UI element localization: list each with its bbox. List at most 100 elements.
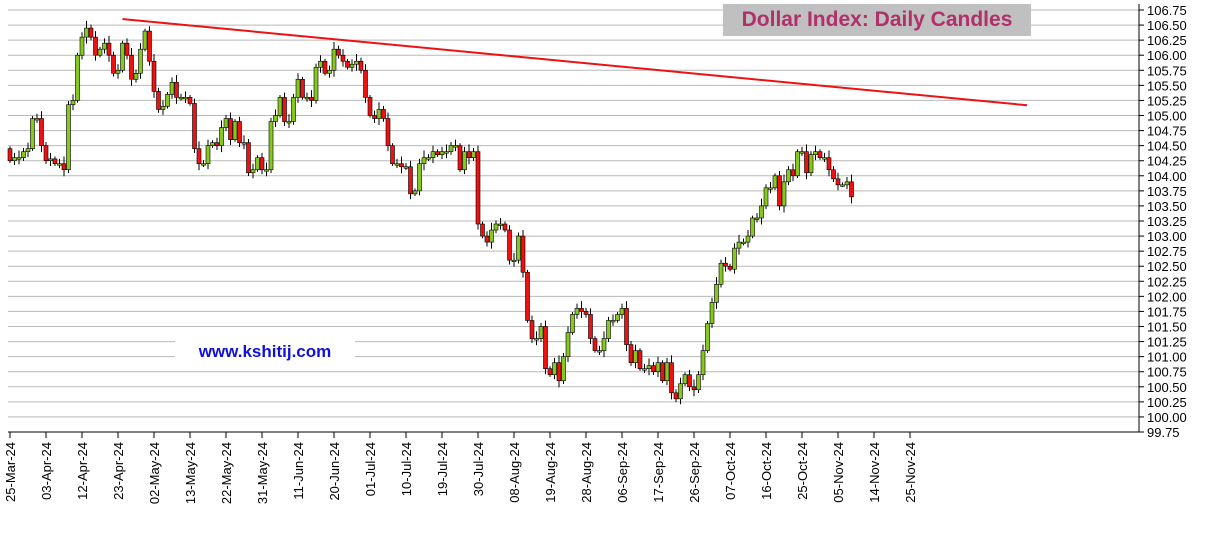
candle — [111, 51, 116, 77]
candle-body-up — [741, 241, 746, 244]
candles-layer — [7, 20, 854, 405]
y-tick-label: 105.00 — [1147, 109, 1187, 124]
candle — [759, 198, 764, 225]
candle-body-up — [511, 259, 517, 262]
candle-body-down — [372, 115, 377, 119]
candle — [817, 149, 823, 160]
candle-body-down — [106, 42, 112, 56]
candle-body-up — [142, 30, 148, 50]
candle — [174, 75, 179, 104]
candle-body-up — [102, 42, 107, 50]
candle — [223, 114, 229, 131]
y-tick-label: 101.50 — [1147, 320, 1187, 335]
candle-body-down — [228, 118, 233, 140]
candle — [345, 58, 350, 70]
candle — [822, 152, 827, 163]
candle-body-up — [34, 118, 40, 121]
candle-body-up — [219, 127, 224, 146]
x-tick-label: 08-Aug-24 — [507, 442, 522, 503]
candle-body-down — [381, 109, 386, 119]
candle — [210, 140, 215, 148]
candle-body-up — [781, 181, 787, 207]
candle-body-down — [502, 223, 508, 231]
candle — [412, 188, 418, 197]
candle — [430, 145, 436, 164]
candle — [241, 135, 247, 150]
chart-title-box: Dollar Index: Daily Candles — [723, 4, 1031, 36]
candle-body-up — [57, 163, 62, 166]
candle-body-up — [610, 320, 616, 323]
candle-body-down — [408, 166, 413, 195]
candle — [777, 170, 782, 211]
candle-body-up — [565, 332, 571, 357]
candle — [30, 116, 35, 151]
candle — [768, 181, 773, 194]
candle — [579, 301, 584, 318]
candle-body-down — [831, 169, 836, 180]
y-tick-label: 105.25 — [1147, 93, 1187, 108]
candle — [633, 344, 638, 369]
candle-body-up — [759, 205, 764, 219]
y-tick-label: 106.00 — [1147, 48, 1187, 63]
candle-body-down — [547, 368, 553, 376]
candle — [354, 54, 359, 71]
candle-body-up — [273, 115, 278, 122]
x-tick-label: 06-Sep-24 — [615, 442, 630, 503]
x-tick-label: 19-Jul-24 — [435, 442, 450, 496]
candle-body-up — [250, 169, 256, 174]
x-tick-label: 30-Jul-24 — [471, 442, 486, 496]
x-tick-label: 25-Oct-24 — [795, 442, 810, 500]
candle-body-up — [318, 60, 323, 68]
x-tick-label: 14-Nov-24 — [867, 442, 882, 503]
candle-body-up — [700, 350, 706, 376]
candle-body-down — [156, 91, 161, 110]
candle-body-down — [147, 30, 152, 62]
x-tick-label: 17-Sep-24 — [651, 442, 666, 503]
candle-body-up — [349, 63, 355, 68]
candle — [133, 69, 139, 83]
candle — [480, 221, 485, 239]
candle-body-up — [561, 356, 566, 382]
candle-body-up — [642, 368, 647, 371]
candle-body-down — [727, 265, 733, 270]
candle-body-up — [291, 97, 296, 122]
candle — [507, 225, 512, 265]
candle — [250, 163, 256, 179]
candle-body-up — [421, 157, 427, 165]
candle — [664, 357, 670, 386]
x-tick-label: 31-May-24 — [255, 442, 270, 504]
candle — [214, 137, 220, 150]
trendline-layer — [122, 18, 1028, 107]
candle — [426, 154, 431, 161]
candle-body-down — [39, 118, 44, 146]
candle — [358, 57, 364, 74]
candle-body-up — [664, 362, 670, 382]
axes — [8, 4, 1140, 433]
candle-body-down — [835, 178, 841, 186]
y-tick-label: 100.00 — [1147, 410, 1187, 425]
candle-body-down — [309, 97, 314, 101]
candle — [601, 331, 607, 358]
candle — [313, 63, 319, 104]
candle-body-down — [651, 365, 656, 373]
candle-body-down — [588, 314, 593, 339]
candle — [318, 55, 323, 73]
candle — [808, 151, 814, 177]
candle-body-down — [790, 169, 796, 177]
candle-body-down — [124, 42, 130, 56]
candle — [628, 340, 634, 366]
y-tick-label: 104.25 — [1147, 154, 1187, 169]
candle-body-up — [439, 151, 445, 155]
x-tick-label: 16-Oct-24 — [759, 442, 774, 500]
candle — [160, 100, 166, 115]
candle — [327, 65, 332, 78]
candle-body-down — [660, 362, 665, 382]
candle — [610, 314, 616, 326]
candle — [831, 166, 836, 183]
website-watermark: www.kshitij.com — [175, 339, 355, 365]
candle — [183, 91, 188, 103]
candle — [691, 379, 697, 397]
candle-body-up — [66, 104, 71, 171]
candle-body-up — [430, 151, 436, 159]
candle — [300, 76, 305, 100]
